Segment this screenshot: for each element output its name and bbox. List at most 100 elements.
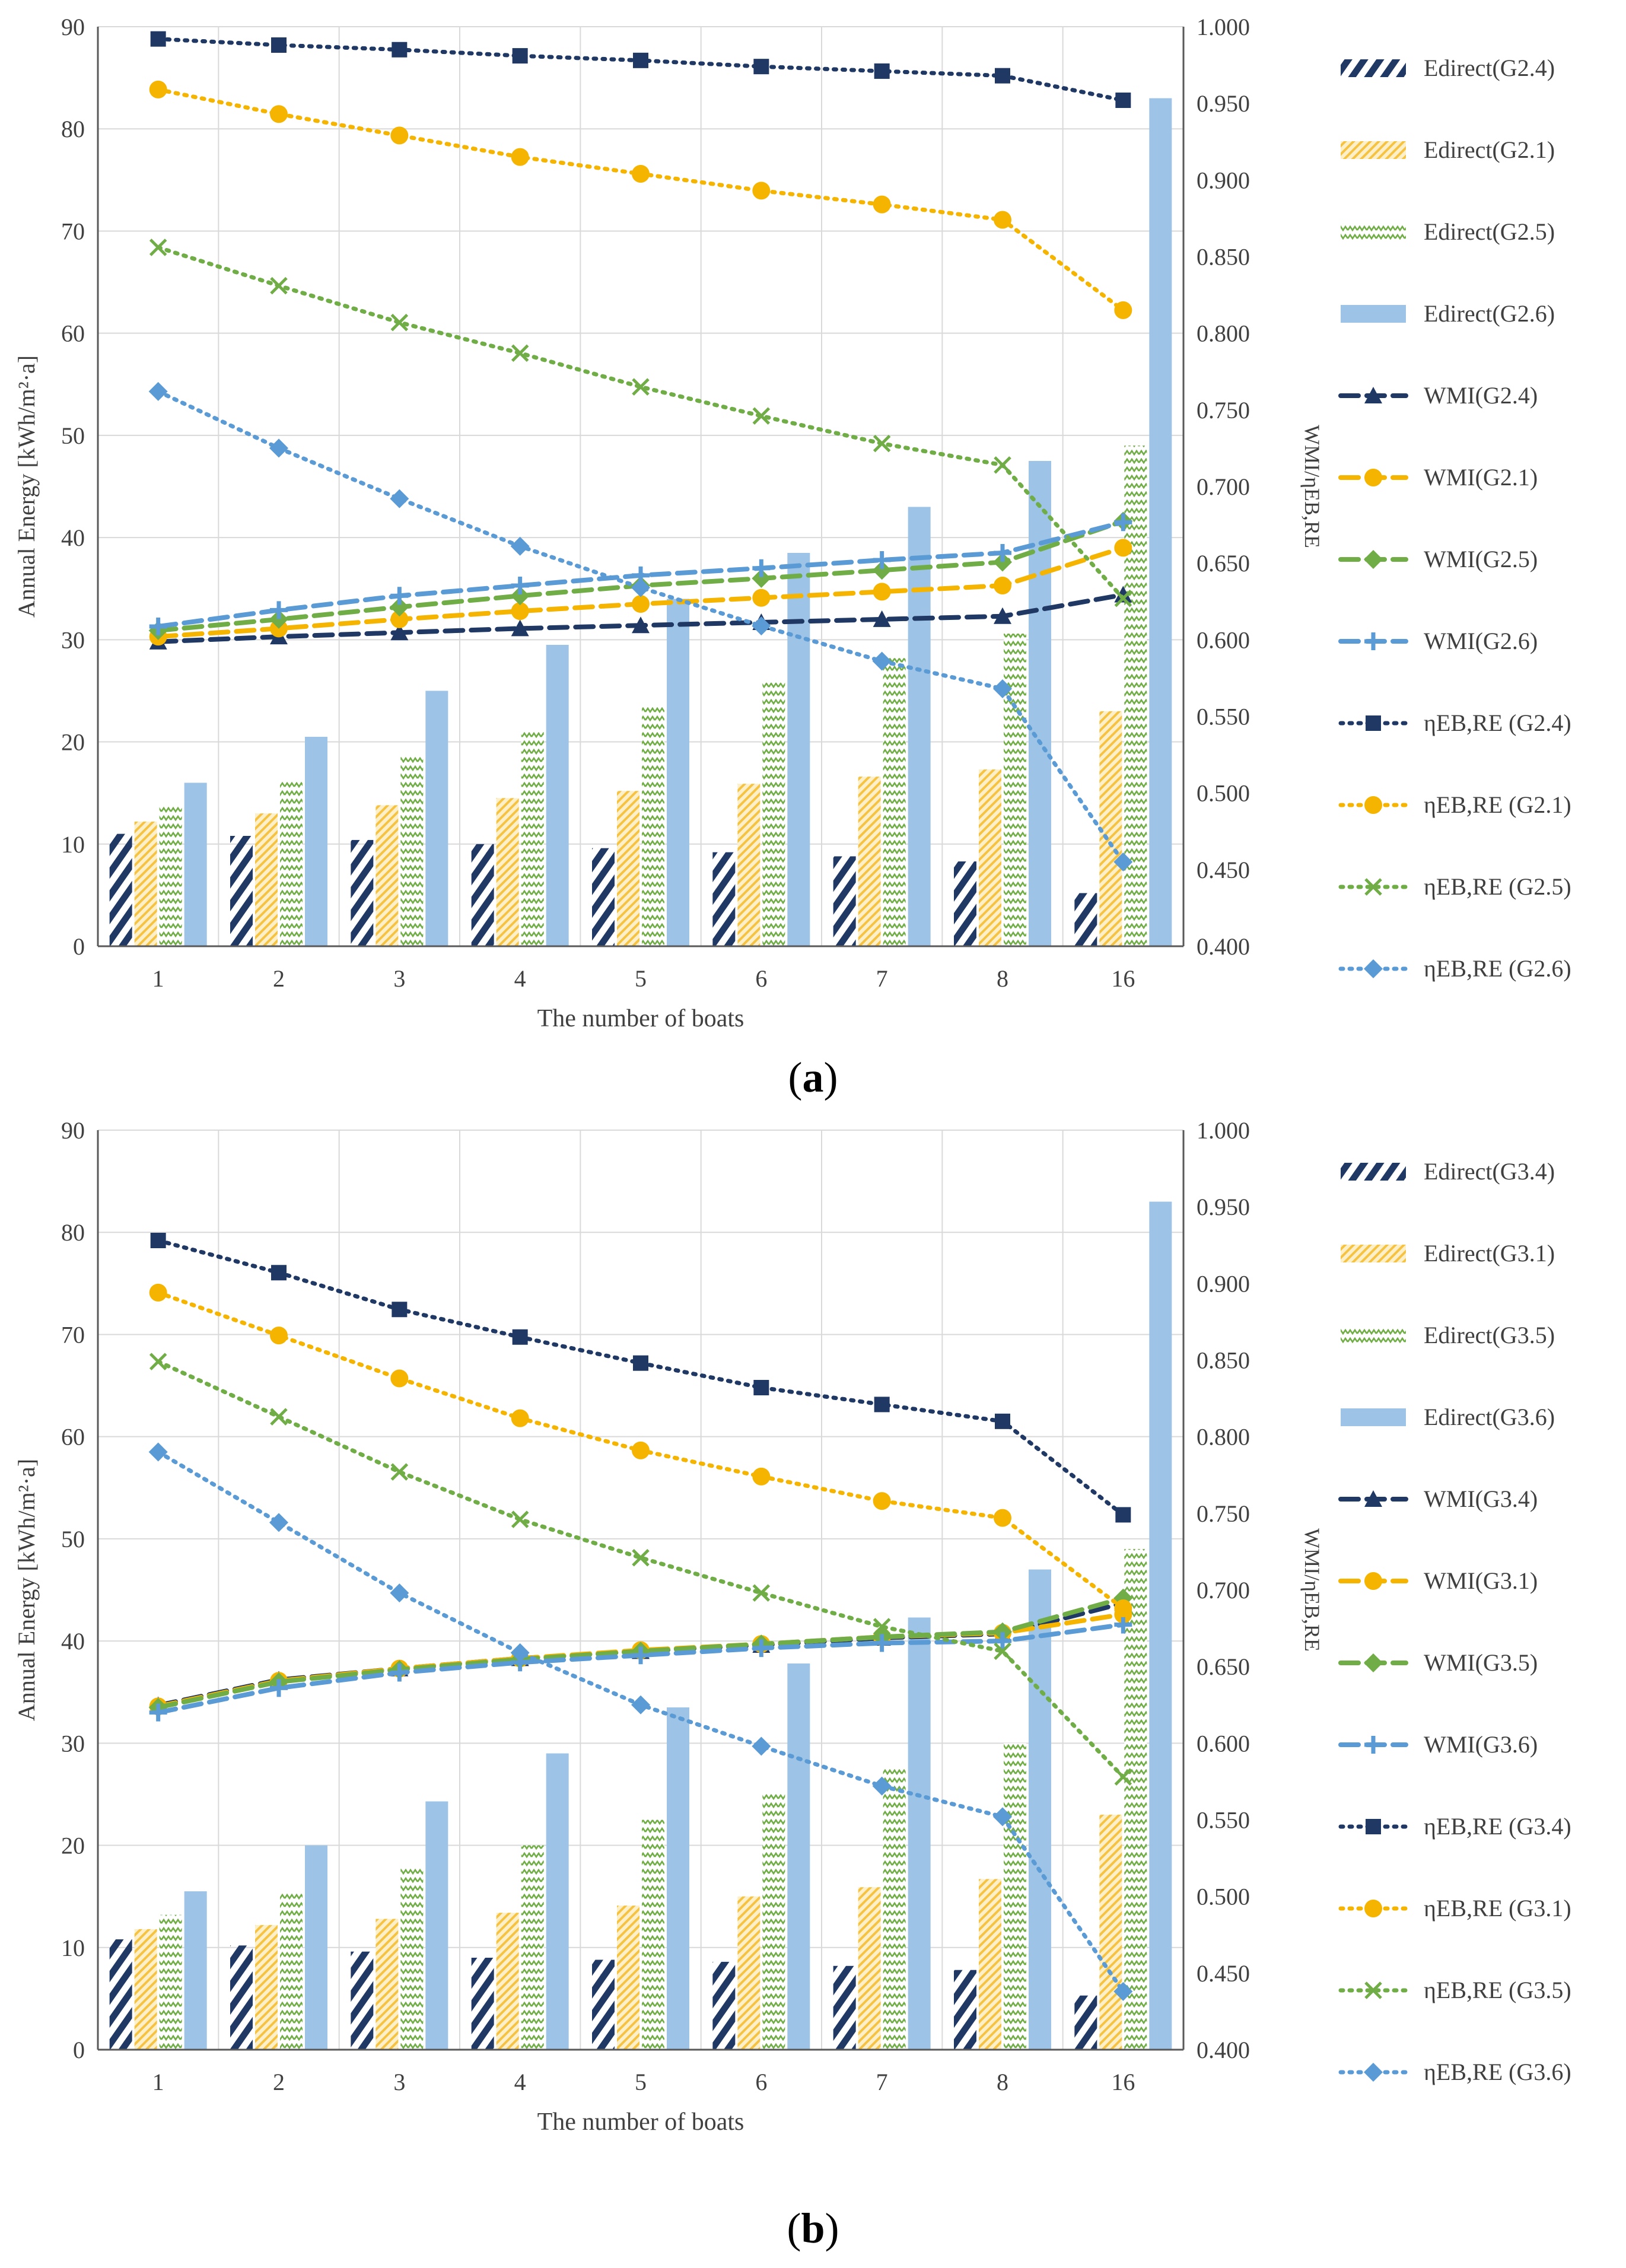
bar-edirect-g2-1- (979, 769, 1001, 946)
left-tick-label: 40 (61, 524, 85, 551)
bar-edirect-g2-1- (617, 791, 639, 946)
series-line--eb-re-g3-1--marker (511, 1409, 529, 1427)
legend-marker (1364, 1490, 1382, 1507)
left-tick-label: 30 (61, 626, 85, 653)
left-tick-label: 50 (61, 1526, 85, 1553)
series-line--eb-re-g2-1--marker (873, 195, 891, 214)
x-tick-label: 16 (1111, 2069, 1135, 2095)
series-line-wmi-g3-6--marker (994, 1632, 1011, 1650)
bar-edirect-g3-1- (858, 1887, 881, 2050)
bar-edirect-g2-4- (351, 839, 374, 946)
right-tick-label: 0.550 (1197, 704, 1250, 730)
x-tick-label: 7 (876, 2069, 888, 2095)
bar-edirect-g3-4- (954, 1970, 976, 2050)
series-line-wmi-g2-4--marker (1114, 586, 1132, 603)
bar-edirect-g3-5- (1004, 1743, 1026, 2050)
series-line--eb-re-g3-6--marker (872, 1776, 892, 1796)
series-line--eb-re-g3-1--marker (390, 1369, 409, 1388)
legend-label: WMI(G2.1) (1424, 464, 1538, 491)
legend-swatch (1341, 141, 1406, 159)
legend-label: ηEB,RE (G3.5) (1424, 1977, 1571, 2003)
series-line--eb-re-g3-1--marker (752, 1467, 771, 1486)
x-tick-label: 5 (635, 2069, 647, 2095)
series-line--eb-re-g3-1--marker (994, 1509, 1011, 1527)
bar-edirect-g2-5- (883, 658, 906, 946)
series-line--eb-re-g2-4--marker (150, 31, 166, 47)
series-line--eb-re-g3-4--marker (633, 1355, 648, 1371)
legend-marker (1364, 1736, 1382, 1754)
left-tick-label: 0 (73, 933, 85, 960)
series-line--eb-re-g2-4- (156, 37, 1125, 103)
x-tick-label: 2 (273, 2069, 285, 2095)
x-axis-title: The number of boats (537, 2108, 744, 2136)
legend-item: Edirect(G2.6) (1341, 300, 1555, 327)
series-line--eb-re-g2-1--marker (994, 211, 1011, 229)
series-line--eb-re-g2-1--marker (1114, 301, 1132, 319)
series-line--eb-re-g3-6--marker (269, 1513, 288, 1532)
left-tick-label: 20 (61, 729, 85, 756)
bar-edirect-g3-1- (496, 1913, 519, 2050)
legend-label: ηEB,RE (G2.6) (1424, 955, 1571, 982)
right-tick-label: 0.500 (1197, 1884, 1250, 1910)
legend-label: ηEB,RE (G3.4) (1424, 1813, 1571, 1840)
series-line--eb-re-g2-4--marker (392, 42, 408, 58)
series-line--eb-re-g2-1--marker (752, 182, 771, 200)
legend-marker (1364, 796, 1382, 814)
legend-item: WMI(G2.6) (1338, 628, 1538, 654)
series-line-wmi-g2-6--marker (752, 559, 771, 577)
bar-edirect-g3-6- (787, 1663, 810, 2050)
legend-swatch (1341, 223, 1406, 241)
series-line--eb-re-g2-4--marker (271, 37, 287, 53)
bar-edirect-g2-5- (521, 731, 544, 946)
bar-edirect-g2-5- (762, 682, 785, 946)
right-tick-label: 0.950 (1197, 90, 1250, 117)
bar-edirect-g3-6- (908, 1617, 931, 2050)
series-line--eb-re-g2-5--marker (149, 238, 167, 256)
right-tick-label: 0.450 (1197, 1960, 1250, 1987)
legend-item: Edirect(G3.4) (1341, 1158, 1555, 1185)
series-line--eb-re-g2-5--marker (873, 434, 891, 453)
series-line--eb-re-g3-4--marker (512, 1329, 528, 1345)
left-tick-label: 0 (73, 2037, 85, 2063)
right-tick-label: 0.950 (1197, 1194, 1250, 1220)
series-line-wmi-g2-4--marker (632, 616, 650, 634)
legend-item: WMI(G3.5) (1338, 1649, 1538, 1676)
series-line-wmi-g2-4--marker (511, 619, 529, 637)
legend-swatch (1341, 1163, 1406, 1181)
series-line-wmi-g3-6--marker (632, 1646, 650, 1665)
series-line-wmi-g3-5--marker (993, 1622, 1012, 1642)
bar-edirect-g3-6- (305, 1845, 327, 2050)
bar-edirect-g2-4- (471, 844, 494, 946)
bar-edirect-g2-4- (1074, 893, 1097, 946)
series-line--eb-re-g2-1--marker (390, 126, 409, 145)
left-tick-label: 80 (61, 1219, 85, 1246)
series-line--eb-re-g3-1--marker (873, 1492, 891, 1510)
series-line--eb-re-g3-4--marker (1115, 1507, 1131, 1523)
right-tick-label: 0.600 (1197, 626, 1250, 653)
series-line-wmi-g2-5--marker (510, 586, 530, 606)
bar-edirect-g2-4- (712, 852, 736, 946)
left-tick-label: 60 (61, 320, 85, 347)
legend-label: WMI(G2.4) (1424, 382, 1538, 409)
series-line--eb-re-g2-5--marker (752, 407, 771, 425)
series-line-wmi-g2-4--marker (873, 610, 891, 627)
series-line--eb-re-g2-4--marker (633, 52, 648, 68)
series-line-wmi-g2-5--marker (872, 561, 892, 580)
bar-edirect-g3-1- (134, 1929, 157, 2050)
bar-edirect-g3-1- (1099, 1814, 1122, 2050)
bar-edirect-g3-5- (762, 1794, 785, 2050)
right-tick-label: 0.800 (1197, 1424, 1250, 1450)
bar-edirect-g3-4- (833, 1965, 856, 2050)
bar-edirect-g3-4- (109, 1939, 132, 2050)
legend-item: WMI(G3.4) (1338, 1486, 1538, 1512)
right-tick-label: 0.750 (1197, 397, 1250, 424)
left-tick-label: 90 (61, 14, 85, 40)
legend-marker (1364, 550, 1383, 569)
right-tick-label: 0.850 (1197, 244, 1250, 271)
bar-edirect-g2-6- (546, 644, 569, 946)
series-line--eb-re-g2-4--marker (1115, 93, 1131, 108)
bar-edirect-g3-1- (737, 1896, 761, 2050)
bar-edirect-g3-6- (184, 1891, 207, 2050)
series-line-wmi-g2-6--marker (390, 587, 409, 605)
series-line--eb-re-g3-6--marker (148, 1442, 168, 1462)
